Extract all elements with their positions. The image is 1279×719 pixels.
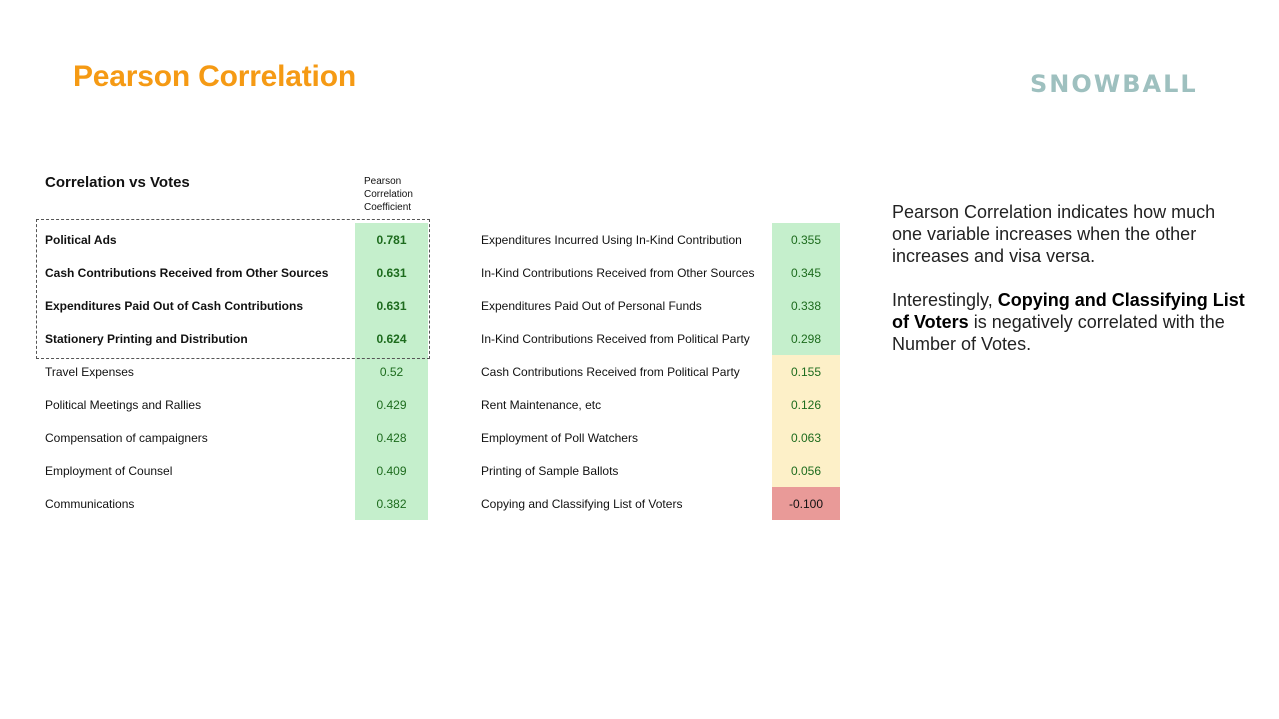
correlation-table-left: Political Ads 0.781 Cash Contributions Rec… (45, 223, 428, 520)
correlation-value: 0.52 (355, 355, 428, 388)
correlation-value: 0.631 (355, 289, 428, 322)
table-row: Expenditures Paid Out of Personal Funds 0… (481, 289, 840, 322)
description-highlight: Copying and Classifying List of Voters (892, 290, 1245, 332)
correlation-value: 0.126 (772, 388, 840, 421)
table-row: Stationery Printing and Distribution 0.62… (45, 322, 428, 355)
correlation-value: 0.056 (772, 454, 840, 487)
row-label: Rent Maintenance, etc (481, 397, 602, 412)
table-row: Cash Contributions Received from Politic… (481, 355, 840, 388)
snowball-logo: SNOWBALL (1030, 70, 1198, 98)
row-label: Travel Expenses (45, 364, 134, 379)
description-paragraph: Interestingly, Copying and Classifying L… (892, 289, 1247, 355)
table-row: Compensation of campaigners 0.428 (45, 421, 428, 454)
correlation-value: 0.063 (772, 421, 840, 454)
correlation-value: 0.338 (772, 289, 840, 322)
row-label: Expenditures Paid Out of Personal Funds (481, 298, 702, 313)
section-title: Correlation vs Votes (45, 174, 190, 191)
table-row: Copying and Classifying List of Voters -0… (481, 487, 840, 520)
table-row: Cash Contributions Received from Other S… (45, 256, 428, 289)
table-row: In-Kind Contributions Received from Othe… (481, 256, 840, 289)
correlation-value: 0.781 (355, 223, 428, 256)
row-label: Expenditures Paid Out of Cash Contributi… (45, 298, 304, 313)
correlation-value: -0.100 (772, 487, 840, 520)
correlation-value: 0.409 (355, 454, 428, 487)
row-label: Expenditures Incurred Using In-Kind Cont… (481, 232, 742, 247)
row-label: Employment of Counsel (45, 463, 173, 478)
row-label: In-Kind Contributions Received from Poli… (481, 331, 750, 346)
correlation-value: 0.355 (772, 223, 840, 256)
correlation-value: 0.298 (772, 322, 840, 355)
table-row: Expenditures Paid Out of Cash Contributi… (45, 289, 428, 322)
table-row: Printing of Sample Ballots 0.056 (481, 454, 840, 487)
row-label: Stationery Printing and Distribution (45, 331, 248, 346)
page-title: Pearson Correlation (73, 60, 356, 93)
description-text: Interestingly, (892, 290, 998, 310)
correlation-value: 0.155 (772, 355, 840, 388)
row-label: Employment of Poll Watchers (481, 430, 638, 445)
row-label: Political Meetings and Rallies (45, 397, 202, 412)
table-row: Political Meetings and Rallies 0.429 (45, 388, 428, 421)
row-label: Printing of Sample Ballots (481, 463, 619, 478)
column-header-line: Correlation (364, 189, 413, 200)
correlation-value: 0.624 (355, 322, 428, 355)
correlation-table-right: Expenditures Incurred Using In-Kind Cont… (481, 223, 840, 520)
column-header-line: Coefficient (364, 202, 412, 213)
row-label: Political Ads (45, 232, 117, 247)
table-row: Communications 0.382 (45, 487, 428, 520)
row-label: Compensation of campaigners (45, 430, 208, 445)
row-label: Cash Contributions Received from Politic… (481, 364, 740, 379)
description: Pearson Correlation indicates how much o… (892, 201, 1247, 377)
correlation-value: 0.631 (355, 256, 428, 289)
correlation-value: 0.345 (772, 256, 840, 289)
column-header: Pearson Correlation Coefficient (364, 175, 434, 214)
description-text: is negatively correlated with the Number… (892, 312, 1225, 354)
correlation-value: 0.429 (355, 388, 428, 421)
table-row: Employment of Counsel 0.409 (45, 454, 428, 487)
correlation-value: 0.428 (355, 421, 428, 454)
table-row: Travel Expenses 0.52 (45, 355, 428, 388)
table-row: In-Kind Contributions Received from Poli… (481, 322, 840, 355)
column-header-line: Pearson (364, 176, 402, 187)
row-label: Communications (45, 496, 135, 511)
table-row: Rent Maintenance, etc 0.126 (481, 388, 840, 421)
row-label: Cash Contributions Received from Other S… (45, 265, 329, 280)
table-row: Employment of Poll Watchers 0.063 (481, 421, 840, 454)
correlation-value: 0.382 (355, 487, 428, 520)
description-paragraph: Pearson Correlation indicates how much o… (892, 202, 1216, 266)
row-label: Copying and Classifying List of Voters (481, 496, 683, 511)
row-label: In-Kind Contributions Received from Othe… (481, 265, 755, 280)
table-row: Political Ads 0.781 (45, 223, 428, 256)
table-row: Expenditures Incurred Using In-Kind Cont… (481, 223, 840, 256)
